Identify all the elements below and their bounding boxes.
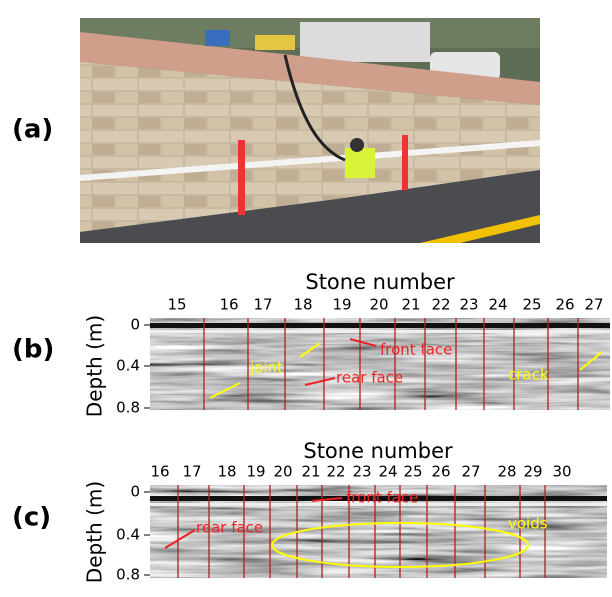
panel-label: (c) <box>12 503 51 533</box>
annotation: rear face <box>196 519 263 537</box>
annotation: front face <box>380 341 452 359</box>
stone-number: 19 <box>246 463 265 481</box>
depth-tick: 0.8 <box>116 566 140 584</box>
stone-number: 24 <box>488 296 507 314</box>
stone-number: 23 <box>459 296 478 314</box>
y-label: Depth (m) <box>83 481 107 583</box>
stone-number: 26 <box>555 296 574 314</box>
depth-tick: 0 <box>130 316 140 334</box>
stone-number: 26 <box>431 463 450 481</box>
stone-number: 22 <box>326 463 345 481</box>
axis-title: Stone number <box>303 439 453 463</box>
stone-number: 15 <box>167 296 186 314</box>
stone-number: 17 <box>253 296 272 314</box>
axis-title: Stone number <box>305 270 455 294</box>
stone-number: 16 <box>219 296 238 314</box>
stone-number: 25 <box>522 296 541 314</box>
stone-number: 17 <box>182 463 201 481</box>
stone-number: 21 <box>401 296 420 314</box>
stone-number: 21 <box>301 463 320 481</box>
annotation: joint <box>249 359 283 377</box>
stone-number: 25 <box>403 463 422 481</box>
annotation: front face <box>346 489 418 507</box>
stone-number: 16 <box>150 463 169 481</box>
stone-number: 27 <box>584 296 603 314</box>
depth-tick: 0.8 <box>116 399 140 417</box>
stone-number: 20 <box>369 296 388 314</box>
panel-label: (b) <box>12 335 54 365</box>
annotation: crack <box>508 366 549 384</box>
depth-tick: 0 <box>130 483 140 501</box>
stone-number: 23 <box>352 463 371 481</box>
stone-number: 18 <box>293 296 312 314</box>
stone-number: 30 <box>552 463 571 481</box>
stone-number: 19 <box>332 296 351 314</box>
figure: (a) (b) (c) Stone number Stone number De… <box>0 0 612 593</box>
stone-number: 22 <box>431 296 450 314</box>
stone-number: 29 <box>523 463 542 481</box>
depth-tick: 0.4 <box>116 357 140 375</box>
annotation: rear face <box>336 369 403 387</box>
panel-label: (a) <box>12 115 53 145</box>
stone-number: 27 <box>461 463 480 481</box>
depth-tick: 0.4 <box>116 526 140 544</box>
radargram-b <box>150 318 610 410</box>
stone-number: 24 <box>378 463 397 481</box>
stone-number: 28 <box>497 463 516 481</box>
photo <box>80 18 540 243</box>
y-label: Depth (m) <box>83 315 107 417</box>
stone-number: 20 <box>273 463 292 481</box>
stone-number: 18 <box>217 463 236 481</box>
annotation: voids <box>508 515 548 533</box>
